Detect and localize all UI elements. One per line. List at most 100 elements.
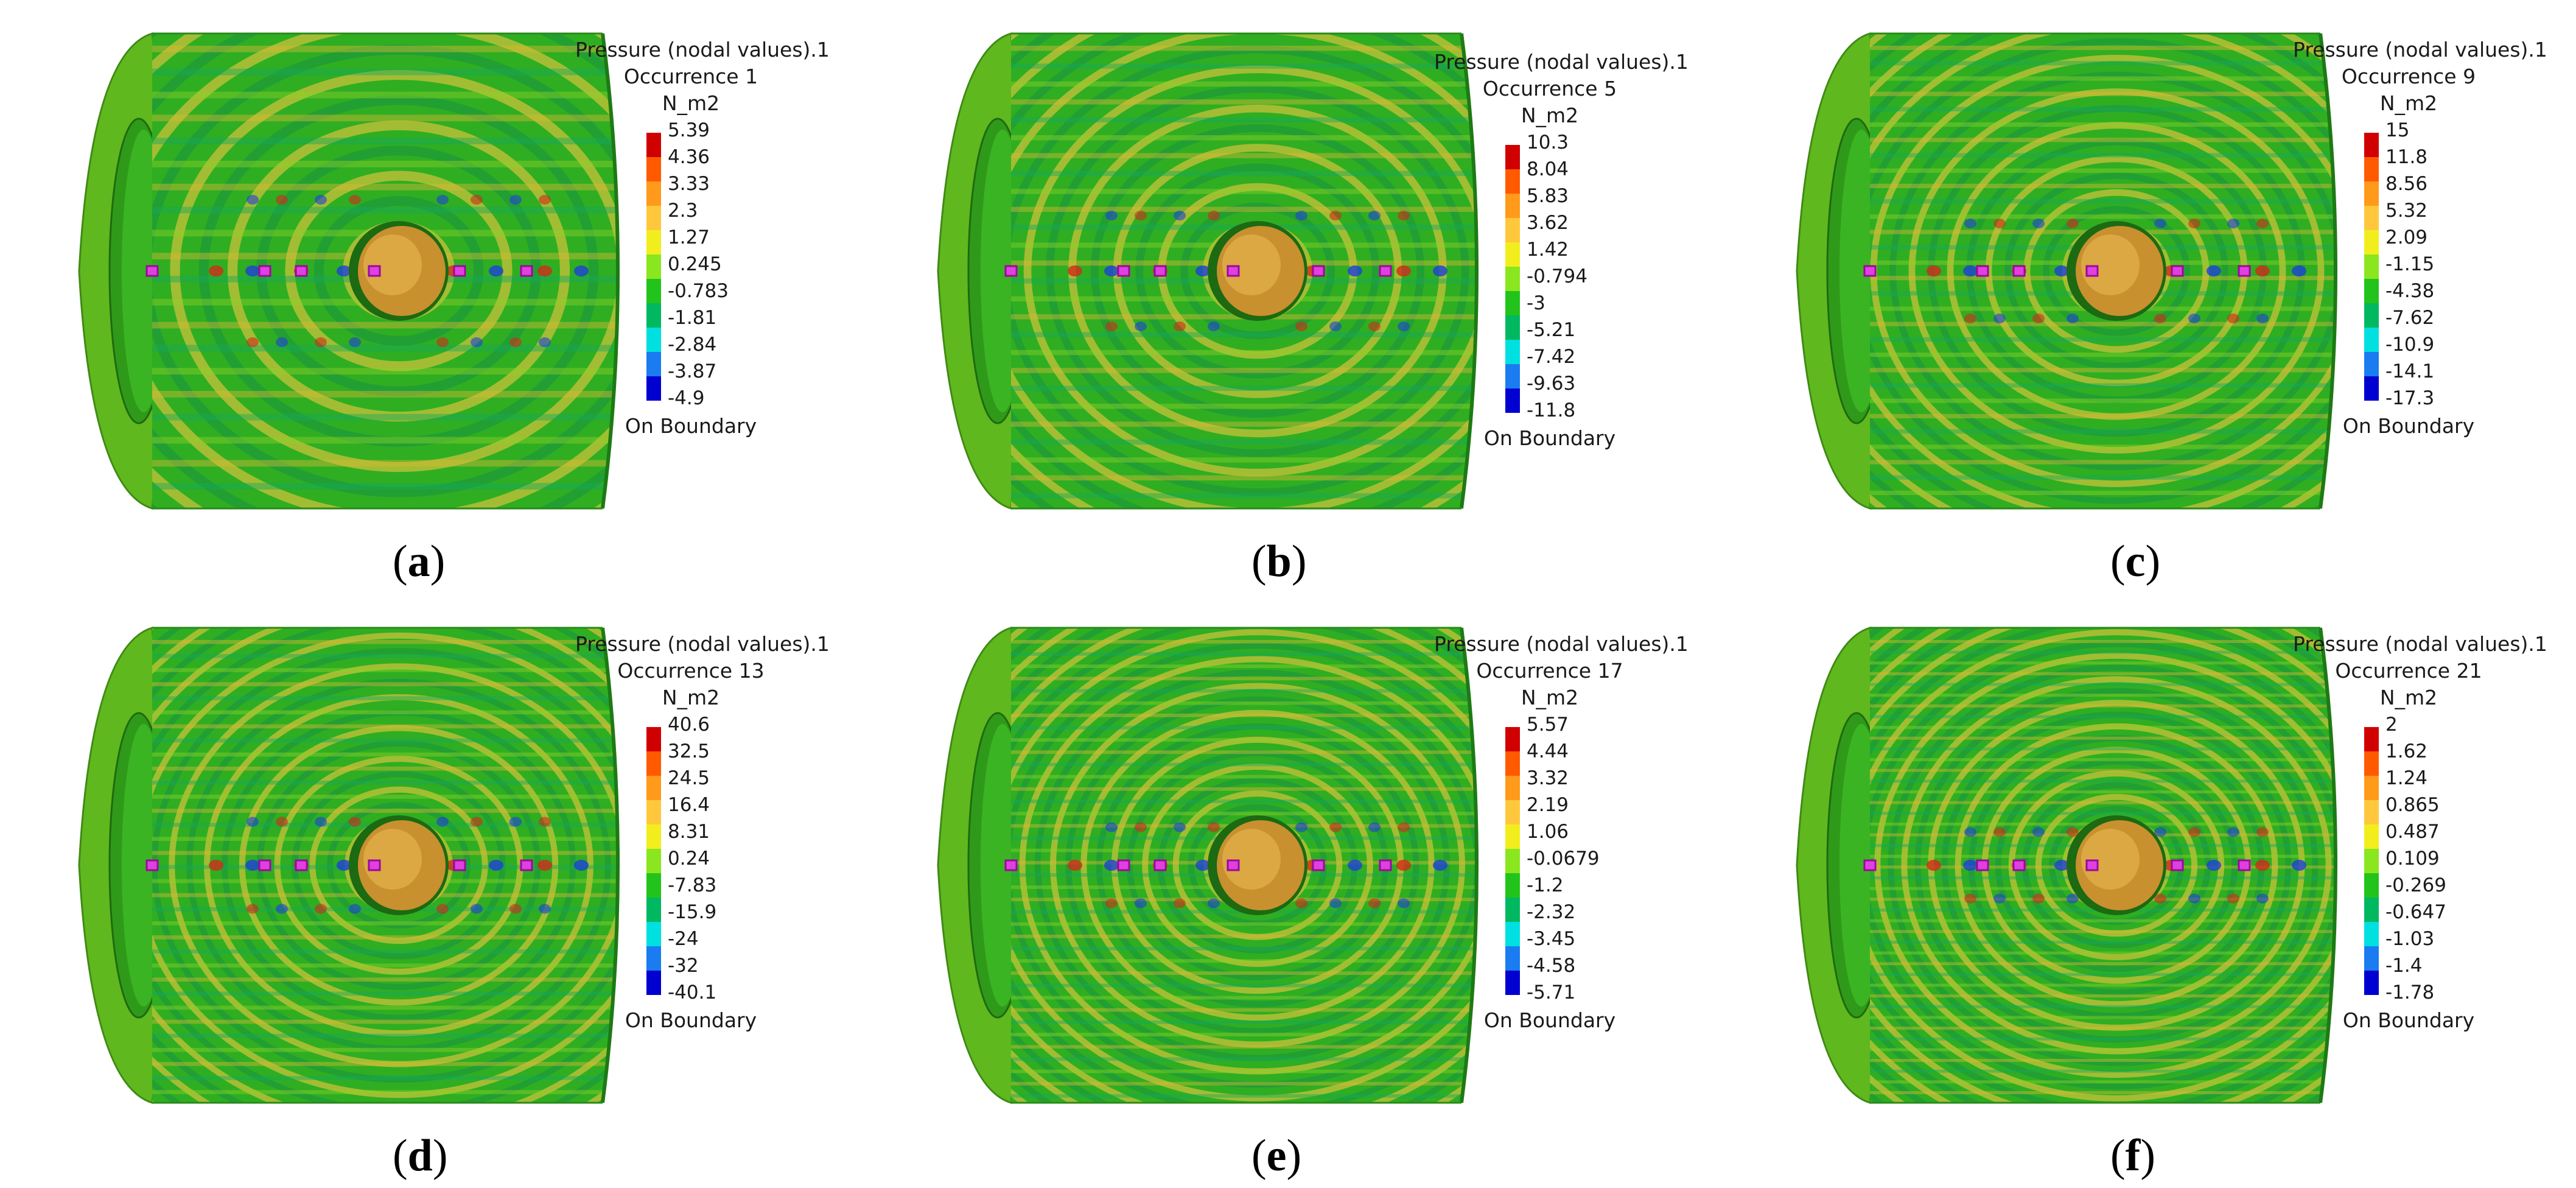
panel-caption: (b): [1251, 536, 1307, 586]
color-bar: [646, 727, 661, 995]
color-swatch: [2364, 181, 2379, 206]
color-scale: 40.6 32.5 24.5 16.4 8.31 0.24 -7.83 -15.9 -24 -32…: [575, 714, 807, 1006]
color-swatch: [2364, 255, 2379, 279]
scale-tick-label: 8.56: [2385, 173, 2428, 195]
sensor-marker: [1976, 859, 1989, 871]
scale-tick-label: -11.8: [1527, 399, 1576, 421]
scale-tick-label: -2.32: [1527, 901, 1576, 923]
pressure-legend: Pressure (nodal values).1 Occurrence 21 N_…: [2293, 631, 2547, 1034]
color-swatch: [646, 971, 661, 995]
drum-body: [937, 627, 1479, 1104]
color-swatch: [1505, 194, 1520, 218]
color-swatch: [1505, 291, 1520, 315]
color-bar: [2364, 727, 2379, 995]
legend-boundary: On Boundary: [625, 414, 757, 438]
drum-body: [1796, 32, 2337, 510]
color-swatch: [2364, 303, 2379, 328]
legend-unit: N_m2: [662, 686, 720, 709]
scale-tick-label: 3.32: [1527, 767, 1569, 789]
central-hole: [2067, 221, 2166, 321]
color-swatch: [2364, 971, 2379, 995]
scale-tick-label: 1.24: [2385, 767, 2428, 789]
scale-tick-label: -1.03: [2385, 928, 2435, 950]
panel-caption-letter: a: [407, 536, 430, 586]
legend-occurrence: Occurrence 21: [2335, 659, 2482, 683]
central-hole: [1208, 221, 1307, 321]
sensor-marker: [2171, 265, 2184, 277]
cylinder-render: [78, 32, 620, 510]
figure-panel-e: Pressure (nodal values).1 Occurrence 17 N_…: [859, 594, 1717, 1188]
scale-tick-label: -0.647: [2385, 901, 2446, 923]
scale-tick-label: 0.109: [2385, 848, 2440, 870]
color-swatch: [2364, 946, 2379, 971]
panel-caption: (d): [393, 1131, 448, 1181]
scale-tick-label: -9.63: [1527, 373, 1576, 395]
color-swatch: [1505, 727, 1520, 751]
sensor-marker: [1117, 265, 1130, 277]
panel-caption-letter: d: [407, 1131, 433, 1181]
sensor-marker: [368, 265, 381, 277]
color-swatch: [646, 898, 661, 922]
scale-tick-label: -3: [1527, 292, 1545, 314]
color-swatch: [646, 328, 661, 352]
color-swatch: [2364, 727, 2379, 751]
scale-tick-label: -5.21: [1527, 319, 1576, 341]
scale-tick-label: -3.45: [1527, 928, 1576, 950]
sensor-marker: [145, 859, 159, 871]
color-scale: 5.39 4.36 3.33 2.3 1.27 0.245 -0.783 -1.81 -2.84…: [575, 119, 807, 412]
color-swatch: [1505, 800, 1520, 824]
scale-tick-label: -15.9: [668, 901, 717, 923]
figure-panel-b: Pressure (nodal values).1 Occurrence 5 N_m…: [859, 0, 1717, 594]
scale-tick-label: -0.794: [1527, 265, 1587, 287]
sensor-marker: [145, 265, 159, 277]
pressure-field: [1870, 628, 2336, 1103]
sensor-marker: [2012, 859, 2026, 871]
color-swatch: [646, 303, 661, 328]
color-swatch: [2364, 328, 2379, 352]
color-swatch: [2364, 279, 2379, 303]
legend-title: Pressure (nodal values).1: [1434, 632, 1689, 656]
scale-tick-label: -7.83: [668, 874, 717, 896]
scale-tick-label: 1.62: [2385, 740, 2428, 762]
sensor-marker: [2012, 265, 2026, 277]
color-swatch: [2364, 922, 2379, 946]
color-swatch: [2364, 157, 2379, 181]
color-swatch: [2364, 824, 2379, 849]
scale-tick-label: -1.78: [2385, 982, 2435, 1003]
color-swatch: [646, 230, 661, 255]
cylinder-render: [937, 32, 1479, 510]
scale-tick-label: -1.15: [2385, 253, 2435, 275]
color-swatch: [2364, 376, 2379, 401]
color-swatch: [1505, 340, 1520, 364]
scale-tick-label: -0.269: [2385, 874, 2446, 896]
color-swatch: [1505, 242, 1520, 267]
sensor-marker: [1227, 859, 1240, 871]
color-scale: 5.57 4.44 3.32 2.19 1.06 -0.0679 -1.2 -2.32 -3.4…: [1434, 714, 1665, 1006]
legend-occurrence: Occurrence 13: [617, 659, 765, 683]
legend-occurrence: Occurrence 9: [2341, 65, 2476, 88]
sensor-marker: [2238, 859, 2251, 871]
pressure-legend: Pressure (nodal values).1 Occurrence 5 N_m…: [1434, 49, 1689, 452]
scale-tick-label: 40.6: [668, 714, 710, 736]
scale-tick-label: -4.9: [668, 387, 705, 409]
sensor-marker: [453, 265, 466, 277]
drum-body: [937, 32, 1479, 510]
legend-boundary: On Boundary: [625, 1008, 757, 1032]
color-swatch: [646, 157, 661, 181]
sensor-marker: [1863, 265, 1877, 277]
scale-tick-label: -7.42: [1527, 346, 1576, 368]
color-swatch: [646, 946, 661, 971]
color-swatch: [646, 279, 661, 303]
pressure-legend: Pressure (nodal values).1 Occurrence 1 N_m…: [575, 37, 830, 440]
color-swatch: [1505, 898, 1520, 922]
color-swatch: [646, 352, 661, 376]
color-scale: 10.3 8.04 5.83 3.62 1.42 -0.794 -3 -5.21 -7.42 -9…: [1434, 132, 1665, 424]
scale-tick-label: 5.83: [1527, 185, 1569, 207]
legend-boundary: On Boundary: [1483, 426, 1616, 450]
sensor-marker: [520, 265, 533, 277]
scale-tick-label: 4.44: [1527, 740, 1569, 762]
scale-tick-label: -14.1: [2385, 360, 2435, 382]
scale-tick-label: 16.4: [668, 794, 710, 816]
scale-tick-label: -2.84: [668, 334, 717, 356]
panel-caption: (e): [1251, 1131, 1302, 1181]
